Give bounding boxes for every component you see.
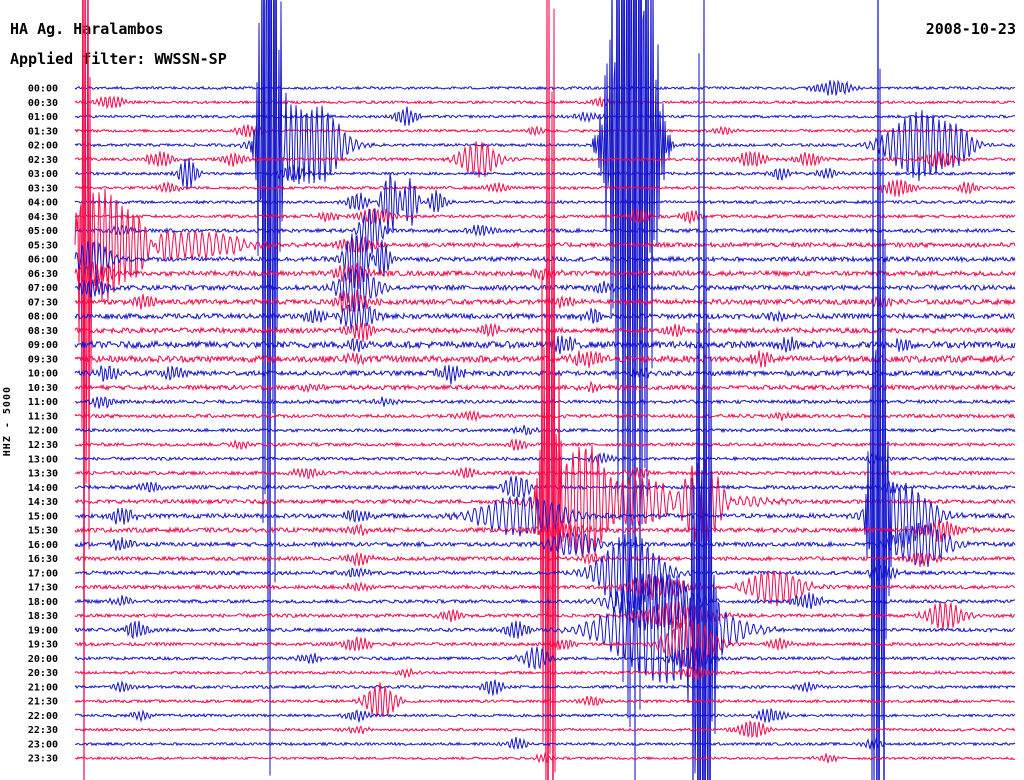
trace-row-05:30 [74,0,1016,780]
trace-row-15:00 [74,0,1016,780]
trace-row-02:30 [74,141,1016,178]
trace-row-06:00 [74,233,1016,289]
trace-row-19:30 [74,618,1015,668]
time-label: 06:00 [28,255,58,266]
time-label: 03:00 [28,169,58,180]
time-label: 17:00 [28,568,58,579]
time-label: 01:00 [28,112,58,123]
time-label: 08:30 [28,326,58,337]
trace-row-18:00 [74,572,1016,631]
trace-row-03:00 [74,157,1016,190]
trace-row-16:00 [74,522,1016,567]
time-label: 06:30 [28,269,58,280]
time-label: 18:00 [28,597,58,608]
time-label: 21:00 [28,682,58,693]
time-label: 19:30 [28,640,58,651]
trace-row-09:30 [74,350,1016,368]
trace-row-05:00 [74,208,1016,255]
time-label: 22:30 [28,725,58,736]
time-label: 02:30 [28,155,58,166]
time-label: 21:30 [28,697,58,708]
trace-row-23:00 [74,736,1016,751]
trace-row-03:30 [74,179,1016,197]
trace-row-07:00 [74,268,1016,309]
trace-row-06:30 [74,261,1016,287]
trace-row-11:00 [75,396,1016,409]
time-label: 01:30 [28,126,58,137]
trace-row-19:00 [74,0,1016,780]
trace-row-14:30 [74,0,1016,780]
station-name: HA Ag. Haralambos [10,20,164,38]
time-label: 02:00 [28,141,58,152]
trace-row-04:00 [74,173,1016,234]
time-label: 08:00 [28,312,58,323]
time-label: 10:30 [28,383,58,394]
trace-row-18:30 [74,600,1016,630]
time-label: 12:30 [28,440,58,451]
trace-row-01:00 [74,106,1016,126]
trace-row-21:00 [74,679,1016,696]
time-label: 00:30 [28,98,58,109]
time-label: 22:00 [28,711,58,722]
trace-row-10:00 [74,364,1016,385]
time-label: 13:30 [28,469,58,480]
time-label: 16:30 [28,554,58,565]
trace-row-10:30 [74,380,1016,394]
time-label: 23:00 [28,740,58,751]
time-label: 20:00 [28,654,58,665]
time-label: 12:00 [28,426,58,437]
time-label: 11:30 [28,412,58,423]
trace-row-22:30 [74,720,1016,739]
time-label: 09:30 [28,354,58,365]
time-label: 05:30 [28,240,58,251]
time-label: 14:30 [28,497,58,508]
trace-row-09:00 [74,335,1016,355]
trace-row-08:00 [74,301,1016,331]
trace-row-08:30 [74,322,1016,343]
time-label: 07:30 [28,297,58,308]
trace-row-17:30 [74,570,1016,607]
time-label: 17:30 [28,583,58,594]
trace-row-20:30 [74,666,1016,680]
trace-row-00:30 [74,95,1016,110]
time-label: 00:00 [28,84,58,95]
time-label: 15:00 [28,511,58,522]
trace-row-04:30 [74,207,1016,226]
trace-row-02:00 [74,0,1016,780]
trace-row-17:00 [74,534,1016,610]
trace-row-16:30 [74,551,1016,568]
time-label: 20:30 [28,668,58,679]
time-label: 14:00 [28,483,58,494]
time-label: 03:30 [28,183,58,194]
time-label: 10:00 [28,369,58,380]
date-label: 2008-10-23 [925,20,1016,38]
time-label: 16:00 [28,540,58,551]
time-label: 05:00 [28,226,58,237]
time-label: 04:30 [28,212,58,223]
time-label: 11:00 [28,397,58,408]
trace-row-21:30 [74,682,1016,717]
filter-label: Applied filter: WWSSN-SP [10,50,227,68]
time-label: 07:00 [28,283,58,294]
trace-row-07:30 [74,289,1016,313]
trace-row-22:00 [74,708,1016,723]
trace-row-00:00 [74,79,1016,96]
time-label: 15:30 [28,526,58,537]
time-label: 09:00 [28,340,58,351]
trace-row-20:00 [74,645,1016,671]
trace-row-15:30 [74,519,1016,543]
trace-row-01:30 [74,123,1016,138]
time-label: 19:00 [28,625,58,636]
time-label: 04:00 [28,198,58,209]
time-label: 23:30 [28,754,58,765]
trace-row-23:30 [74,751,1016,764]
time-label: 18:30 [28,611,58,622]
time-label: 13:00 [28,454,58,465]
